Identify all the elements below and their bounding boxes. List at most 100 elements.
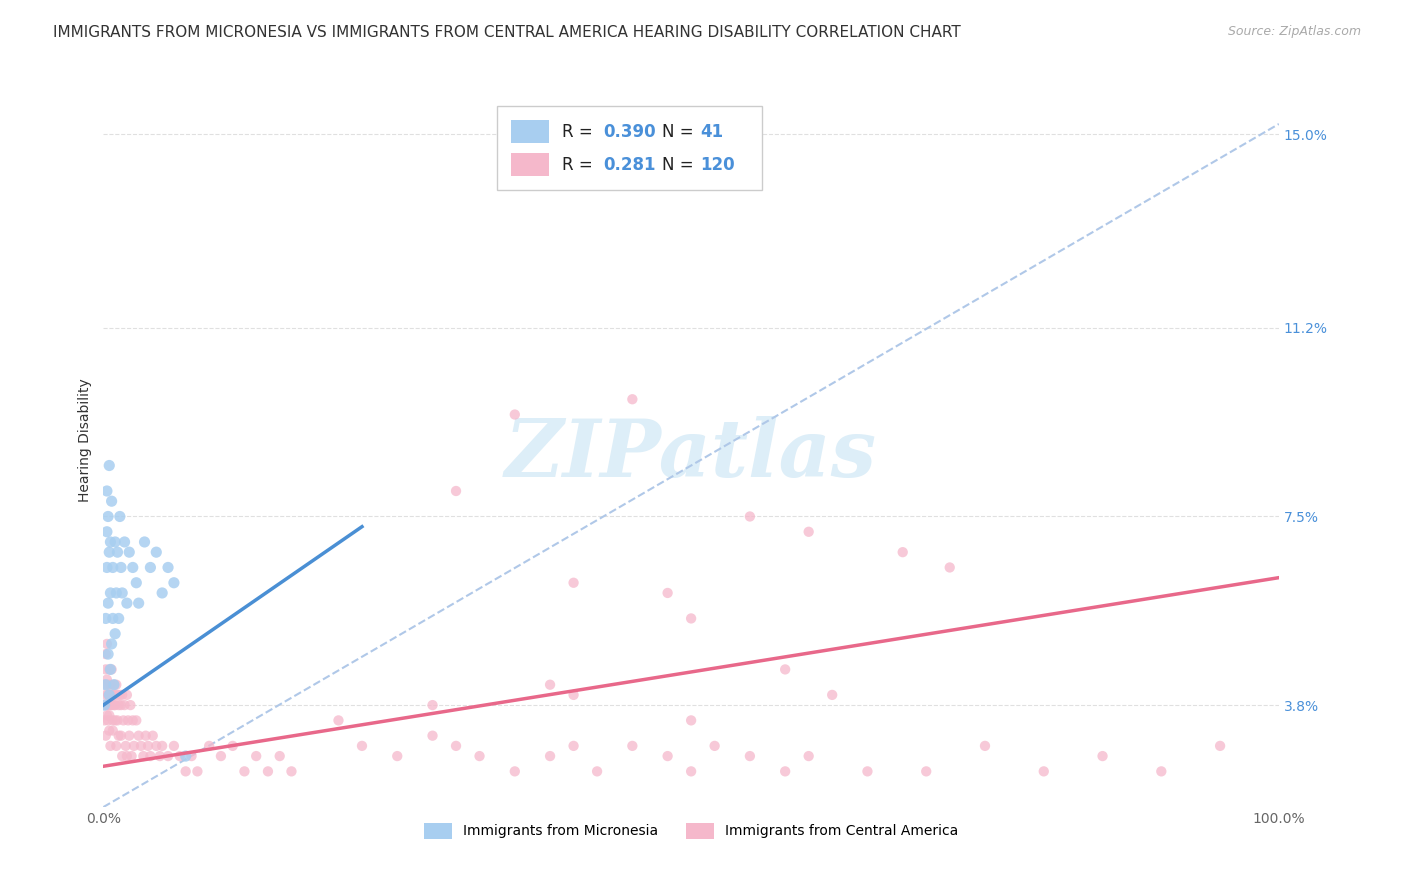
Point (94, 662, 117, 676)
Point (503, 764, 526, 779)
Point (114, 535, 136, 549)
Point (96, 637, 118, 651)
Bar (512, 153, 548, 177)
Point (108, 509, 131, 524)
Point (98, 545, 121, 559)
Point (122, 739, 145, 753)
Point (444, 739, 467, 753)
Point (94, 688, 117, 702)
Point (703, 739, 725, 753)
Point (98, 723, 121, 738)
Point (621, 739, 644, 753)
Point (107, 714, 129, 728)
Text: Source: ZipAtlas.com: Source: ZipAtlas.com (1227, 25, 1361, 38)
Text: 0.281: 0.281 (603, 156, 655, 174)
Point (468, 749, 491, 764)
Point (422, 729, 444, 743)
Point (186, 764, 208, 779)
Point (169, 749, 191, 764)
Point (93, 698, 115, 712)
Point (1209, 739, 1232, 753)
Point (163, 575, 186, 590)
Point (114, 739, 136, 753)
Point (562, 739, 585, 753)
Point (100, 662, 122, 676)
Point (136, 739, 159, 753)
Point (503, 408, 526, 422)
Point (562, 575, 585, 590)
Point (269, 749, 291, 764)
Point (125, 575, 148, 590)
Point (100, 698, 122, 712)
Point (121, 749, 143, 764)
Point (97, 688, 120, 702)
Point (681, 764, 703, 779)
Point (125, 714, 148, 728)
Point (128, 729, 150, 743)
Point (107, 545, 129, 559)
Point (821, 688, 844, 702)
Point (121, 560, 143, 574)
Point (100, 662, 122, 676)
Point (98, 458, 121, 473)
Point (142, 729, 165, 743)
Bar (512, 120, 548, 144)
Point (350, 739, 373, 753)
Point (209, 749, 232, 764)
Point (157, 749, 180, 764)
Point (101, 714, 124, 728)
Point (107, 611, 129, 625)
Point (107, 688, 129, 702)
Point (328, 714, 350, 728)
FancyBboxPatch shape (498, 106, 762, 190)
Point (738, 509, 761, 524)
Point (101, 688, 124, 702)
Point (974, 739, 997, 753)
Point (100, 637, 122, 651)
Point (104, 698, 127, 712)
Point (98, 662, 121, 676)
Point (111, 586, 134, 600)
Point (97, 647, 120, 661)
Point (115, 749, 138, 764)
Point (100, 678, 122, 692)
Point (111, 688, 134, 702)
Point (121, 714, 143, 728)
Point (118, 729, 141, 743)
Point (145, 739, 167, 753)
Point (132, 749, 155, 764)
Point (128, 596, 150, 610)
Point (198, 739, 221, 753)
Point (221, 739, 243, 753)
Point (100, 739, 122, 753)
Point (97, 678, 120, 692)
Point (96, 673, 118, 687)
Text: 120: 120 (700, 156, 735, 174)
Point (139, 560, 162, 574)
Point (105, 678, 128, 692)
Point (101, 560, 124, 574)
Point (96, 698, 118, 712)
Point (586, 764, 609, 779)
Point (444, 483, 467, 498)
Point (115, 596, 138, 610)
Text: N =: N = (662, 123, 699, 141)
Point (98, 688, 121, 702)
Point (915, 764, 938, 779)
Point (538, 749, 561, 764)
Point (104, 626, 127, 640)
Point (96, 524, 118, 539)
Point (97, 714, 120, 728)
Text: IMMIGRANTS FROM MICRONESIA VS IMMIGRANTS FROM CENTRAL AMERICA HEARING DISABILITY: IMMIGRANTS FROM MICRONESIA VS IMMIGRANTS… (53, 25, 962, 40)
Point (104, 714, 127, 728)
Point (657, 586, 679, 600)
Text: R =: R = (562, 156, 598, 174)
Point (118, 545, 141, 559)
Point (110, 560, 132, 574)
Point (100, 535, 122, 549)
Point (115, 688, 138, 702)
Point (97, 509, 120, 524)
Point (100, 586, 122, 600)
Point (112, 714, 135, 728)
Point (233, 764, 256, 779)
